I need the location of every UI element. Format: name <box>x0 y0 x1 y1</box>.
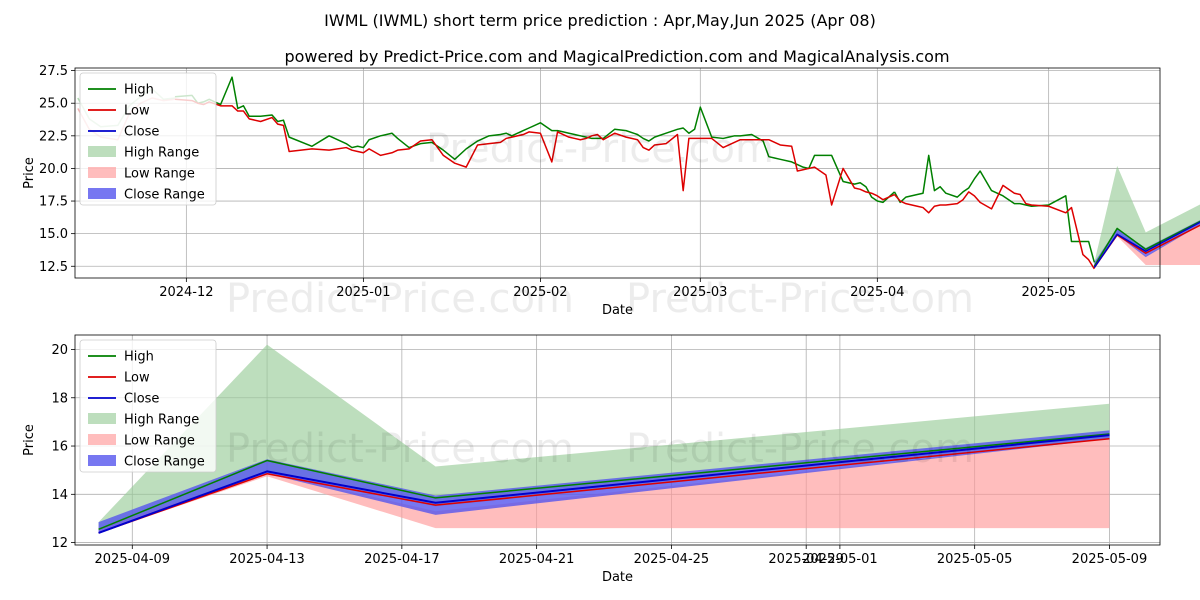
history-y-axis-label: Price <box>22 157 37 189</box>
history-legend-label-4: Low Range <box>124 167 195 182</box>
history-forecast-close-line <box>1093 221 1200 268</box>
history-x-tick-label: 2025-02 <box>513 285 567 300</box>
history-y-tick-label: 25.0 <box>39 97 68 112</box>
history-y-tick-label: 17.5 <box>39 195 68 210</box>
forecast-x-tick-label: 2025-04-09 <box>95 552 171 567</box>
history-low-range-band <box>1094 224 1200 268</box>
history-high-line-late <box>893 154 1096 263</box>
history-low-line-late <box>893 184 1095 270</box>
history-y-tick-label: 22.5 <box>39 129 68 144</box>
history-legend-swatch-3 <box>88 146 116 157</box>
history-y-tick-label: 15.0 <box>39 227 68 242</box>
watermark-top-1: Predict-Price.com <box>426 126 774 172</box>
history-legend-label-3: High Range <box>124 146 199 161</box>
chart-title: IWML (IWML) short term price prediction … <box>324 11 876 30</box>
chart-subtitle: powered by Predict-Price.com and Magical… <box>284 47 949 66</box>
history-legend-label-0: High <box>124 83 154 98</box>
forecast-low-range-band <box>98 438 1110 533</box>
forecast-low-line <box>98 438 1110 534</box>
forecast-legend-label-5: Close Range <box>124 455 205 470</box>
forecast-x-tick-label: 2025-04-29 <box>768 552 844 567</box>
forecast-x-tick-label: 2025-05-05 <box>937 552 1013 567</box>
history-x-tick-label: 2024-12 <box>159 285 213 300</box>
history-legend-label-5: Close Range <box>124 188 205 203</box>
forecast-y-tick-label: 18 <box>51 391 68 406</box>
forecast-x-tick-label: 2025-04-25 <box>634 552 710 567</box>
forecast-x-axis-label: Date <box>602 570 633 585</box>
forecast-legend-swatch-5 <box>88 455 116 466</box>
forecast-x-tick-label: 2025-05-09 <box>1072 552 1148 567</box>
forecast-close-line <box>98 434 1110 534</box>
forecast-high-line <box>98 433 1110 531</box>
forecast-axes: 2025-04-09 2025-04-13 2025-04-17 2025-04-21… <box>22 334 1161 585</box>
forecast-legend-swatch-3 <box>88 413 116 424</box>
history-axes: 2024-12 2025-01 2025-02 2025-03 2025-04 2025-… <box>22 64 1200 318</box>
history-legend-swatch-5 <box>88 188 116 199</box>
history-y-tick-label: 27.5 <box>39 64 68 79</box>
forecast-legend-label-2: Close <box>124 392 159 407</box>
forecast-x-tick-label: 2025-05-01 <box>802 552 878 567</box>
forecast-y-axis-label: Price <box>22 424 37 456</box>
forecast-x-tick-label: 2025-04-13 <box>229 552 305 567</box>
forecast-y-tick-label: 14 <box>51 488 68 503</box>
history-y-tick-label: 20.0 <box>39 162 68 177</box>
history-x-tick-label: 2025-03 <box>673 285 727 300</box>
forecast-legend-label-1: Low <box>124 371 150 386</box>
history-forecast-high-line <box>1093 220 1200 267</box>
watermark-bottom-left: Predict-Price.com <box>226 426 574 472</box>
watermark-middle-right: Predict-Price.com <box>626 276 974 322</box>
history-legend-swatch-4 <box>88 167 116 178</box>
history-legend-label-2: Close <box>124 125 159 140</box>
watermark-bottom-right: Predict-Price.com <box>626 426 974 472</box>
forecast-x-tick-label: 2025-04-17 <box>364 552 440 567</box>
history-x-axis-label: Date <box>602 303 633 318</box>
forecast-legend-swatch-4 <box>88 434 116 445</box>
forecast-y-tick-label: 12 <box>51 536 68 551</box>
forecast-legend-label-4: Low Range <box>124 434 195 449</box>
forecast-y-tick-label: 20 <box>51 343 68 358</box>
forecast-legend-label-0: High <box>124 350 154 365</box>
forecast-frame <box>74 334 1161 546</box>
history-y-tick-label: 12.5 <box>39 260 68 275</box>
history-frame <box>74 67 1161 279</box>
history-x-tick-label: 2025-01 <box>336 285 390 300</box>
history-x-tick-label: 2025-05 <box>1021 285 1075 300</box>
forecast-legend-label-3: High Range <box>124 413 199 428</box>
forecast-y-tick-label: 16 <box>51 440 68 455</box>
watermark-middle-left: Predict-Price.com <box>226 276 574 322</box>
history-high-range-band <box>1094 165 1200 267</box>
forecast-x-tick-label: 2025-04-21 <box>499 552 575 567</box>
history-legend-label-1: Low <box>124 104 150 119</box>
history-x-tick-label: 2025-04 <box>850 285 904 300</box>
history-high-line <box>174 76 895 204</box>
history-low-line <box>174 98 895 206</box>
